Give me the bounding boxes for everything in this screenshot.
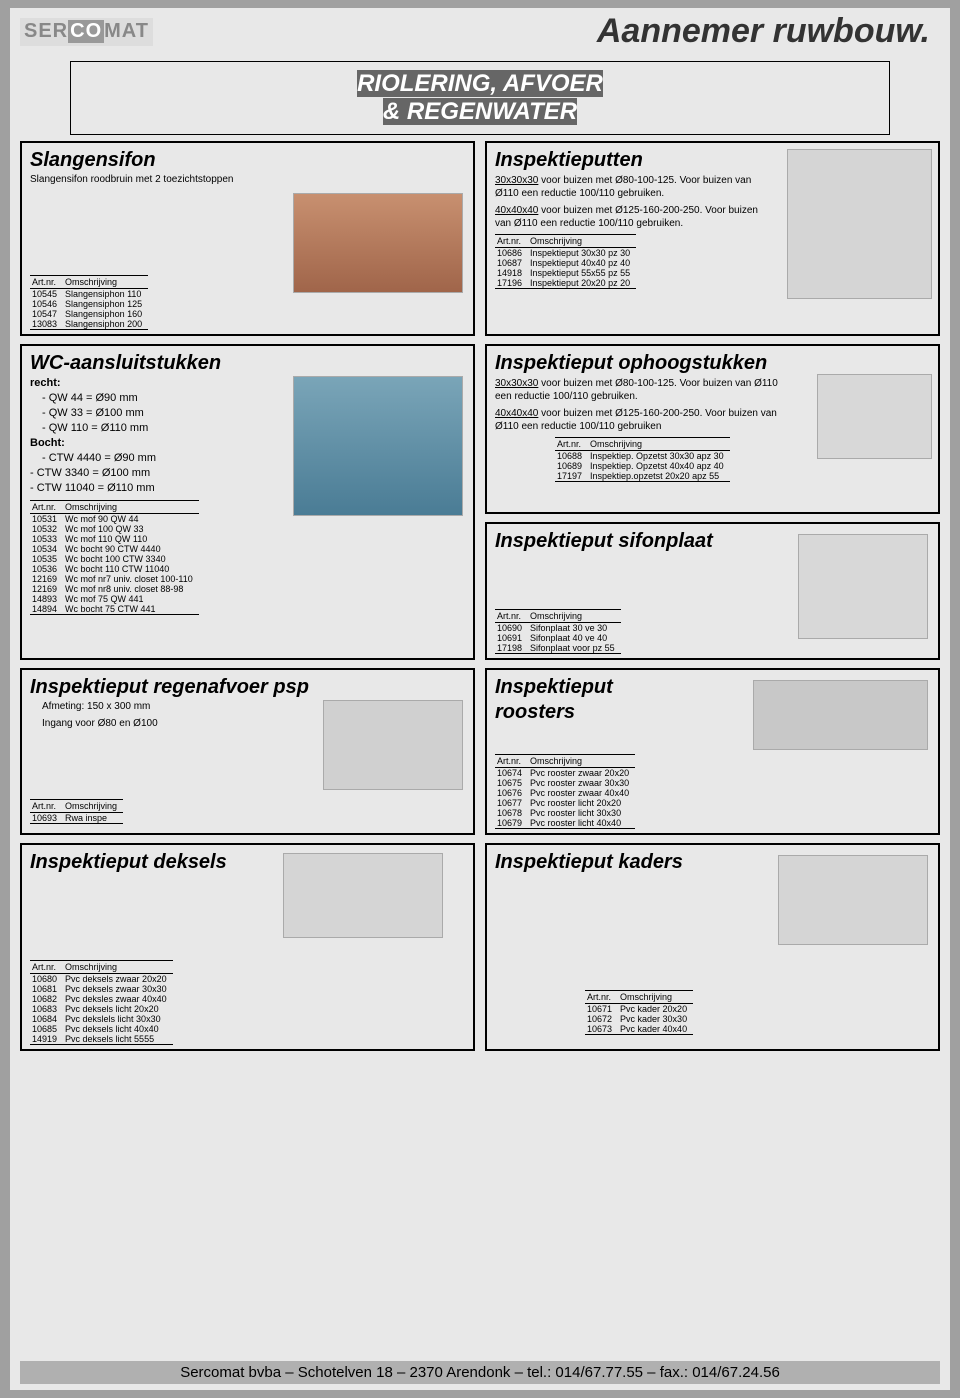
logo-part1: SER xyxy=(24,20,68,43)
header: SERCOMAT Aannemer ruwbouw. xyxy=(10,8,950,51)
table-row: 10681Pvc deksels zwaar 30x30 xyxy=(30,984,173,994)
footer: Sercomat bvba – Schotelven 18 – 2370 Are… xyxy=(20,1361,940,1384)
panel-sifonplaat: Inspektieput sifonplaat Art.nr.Omschrijv… xyxy=(485,522,940,660)
th-desc: Omschrijving xyxy=(63,276,148,289)
table-row: 10547Slangensiphon 160 xyxy=(30,309,148,319)
table-row: 10671Pvc kader 20x20 xyxy=(585,1004,693,1015)
wc-image xyxy=(293,376,463,516)
inspektieputten-image xyxy=(787,149,932,299)
regenafvoer-image xyxy=(323,700,463,790)
ophoog-desc1: 30x30x30 voor buizen met Ø80-100-125. Vo… xyxy=(495,377,791,403)
table-row: 10673Pvc kader 40x40 xyxy=(585,1024,693,1035)
table-row: 10685Pvc deksels licht 40x40 xyxy=(30,1024,173,1034)
roosters-image xyxy=(753,680,928,750)
table-row: 10683Pvc deksels licht 20x20 xyxy=(30,1004,173,1014)
table-row: 14894Wc bocht 75 CTW 441 xyxy=(30,604,199,615)
sifonplaat-image xyxy=(798,534,928,639)
table-row: 10535Wc bocht 100 CTW 3340 xyxy=(30,554,199,564)
table-row: 10676Pvc rooster zwaar 40x40 xyxy=(495,788,635,798)
sifonplaat-table: Art.nr.Omschrijving 10690Sifonplaat 30 v… xyxy=(495,609,621,654)
panel-wc: WC-aansluitstukken recht: - QW 44 = Ø90 … xyxy=(20,344,475,660)
inspektieputten-desc2: 40x40x40 voor buizen met Ø125-160-200-25… xyxy=(495,204,765,230)
section-title-line1: RIOLERING, AFVOER xyxy=(357,70,603,97)
panel-roosters: Inspektieput roosters Art.nr.Omschrijvin… xyxy=(485,668,940,835)
slangensifon-table: Art.nr.Omschrijving 10545Slangensiphon 1… xyxy=(30,275,148,330)
table-row: 10690Sifonplaat 30 ve 30 xyxy=(495,623,621,634)
table-row: 10674Pvc rooster zwaar 20x20 xyxy=(495,768,635,779)
table-row: 10689Inspektiep. Opzetst 40x40 apz 40 xyxy=(555,461,730,471)
logo-part3: MAT xyxy=(104,20,149,43)
table-row: 17197Inspektiep.opzetst 20x20 apz 55 xyxy=(555,471,730,482)
table-row: 17196Inspektieput 20x20 pz 20 xyxy=(495,278,636,289)
panel-inspektieputten: Inspektieputten 30x30x30 voor buizen met… xyxy=(485,141,940,336)
panel-ophoog: Inspektieput ophoogstukken 30x30x30 voor… xyxy=(485,344,940,514)
logo-part2: CO xyxy=(68,20,104,43)
table-row: 10677Pvc rooster licht 20x20 xyxy=(495,798,635,808)
table-row: 12169Wc mof nr8 univ. closet 88-98 xyxy=(30,584,199,594)
inspektieputten-desc1: 30x30x30 voor buizen met Ø80-100-125. Vo… xyxy=(495,174,765,200)
ophoog-table: Art.nr.Omschrijving 10688Inspektiep. Opz… xyxy=(555,437,730,482)
table-row: 10532Wc mof 100 QW 33 xyxy=(30,524,199,534)
table-row: 10691Sifonplaat 40 ve 40 xyxy=(495,633,621,643)
ophoog-image xyxy=(817,374,932,459)
inspektieputten-table: Art.nr.Omschrijving 10686Inspektieput 30… xyxy=(495,234,636,289)
slangensifon-title: Slangensifon xyxy=(30,149,465,172)
table-row: 10693Rwa inspe xyxy=(30,813,123,824)
regenafvoer-title: Inspektieput regenafvoer psp xyxy=(30,676,465,699)
table-row: 10672Pvc kader 30x30 xyxy=(585,1014,693,1024)
table-row: 10678Pvc rooster licht 30x30 xyxy=(495,808,635,818)
panel-regenafvoer: Inspektieput regenafvoer psp Afmeting: 1… xyxy=(20,668,475,835)
table-row: 10534Wc bocht 90 CTW 4440 xyxy=(30,544,199,554)
deksels-image xyxy=(283,853,443,938)
panel-kaders: Inspektieput kaders Art.nr.Omschrijving … xyxy=(485,843,940,1051)
ophoog-title: Inspektieput ophoogstukken xyxy=(495,352,930,375)
table-row: 13083Slangensiphon 200 xyxy=(30,319,148,330)
page: SERCOMAT Aannemer ruwbouw. RIOLERING, AF… xyxy=(10,8,950,1390)
table-row: 10531Wc mof 90 QW 44 xyxy=(30,514,199,525)
roosters-table: Art.nr.Omschrijving 10674Pvc rooster zwa… xyxy=(495,754,635,829)
table-row: 14918Inspektieput 55x55 pz 55 xyxy=(495,268,636,278)
th-artnr: Art.nr. xyxy=(30,276,63,289)
ophoog-desc2: 40x40x40 voor buizen met Ø125-160-200-25… xyxy=(495,407,791,433)
section-title-line2: & REGENWATER xyxy=(383,98,577,125)
kaders-image xyxy=(778,855,928,945)
table-row: 10682Pvc deksles zwaar 40x40 xyxy=(30,994,173,1004)
table-row: 10687Inspektieput 40x40 pz 40 xyxy=(495,258,636,268)
kaders-table: Art.nr.Omschrijving 10671Pvc kader 20x20… xyxy=(585,990,693,1035)
table-row: 10545Slangensiphon 110 xyxy=(30,289,148,300)
table-row: 14919Pvc deksels licht 5555 xyxy=(30,1034,173,1045)
table-row: 10688Inspektiep. Opzetst 30x30 apz 30 xyxy=(555,451,730,462)
table-row: 14893Wc mof 75 QW 441 xyxy=(30,594,199,604)
regenafvoer-table: Art.nr.Omschrijving 10693Rwa inspe xyxy=(30,799,123,824)
panel-deksels: Inspektieput deksels Art.nr.Omschrijving… xyxy=(20,843,475,1051)
slangensifon-sub: Slangensifon roodbruin met 2 toezichtsto… xyxy=(30,174,465,185)
content-grid: Slangensifon Slangensifon roodbruin met … xyxy=(10,135,950,1065)
table-row: 17198Sifonplaat voor pz 55 xyxy=(495,643,621,654)
page-title: Aannemer ruwbouw. xyxy=(153,12,940,51)
table-row: 12169Wc mof nr7 univ. closet 100-110 xyxy=(30,574,199,584)
table-row: 10686Inspektieput 30x30 pz 30 xyxy=(495,248,636,259)
table-row: 10533Wc mof 110 QW 110 xyxy=(30,534,199,544)
slangensifon-image xyxy=(293,193,463,293)
wc-table: Art.nr.Omschrijving 10531Wc mof 90 QW 44… xyxy=(30,500,199,615)
section-title: RIOLERING, AFVOER & REGENWATER xyxy=(70,61,890,135)
table-row: 10675Pvc rooster zwaar 30x30 xyxy=(495,778,635,788)
table-row: 10679Pvc rooster licht 40x40 xyxy=(495,818,635,829)
table-row: 10680Pvc deksels zwaar 20x20 xyxy=(30,974,173,985)
panel-slangensifon: Slangensifon Slangensifon roodbruin met … xyxy=(20,141,475,336)
logo: SERCOMAT xyxy=(20,18,153,46)
table-row: 10684Pvc dekslels licht 30x30 xyxy=(30,1014,173,1024)
table-row: 10546Slangensiphon 125 xyxy=(30,299,148,309)
table-row: 10536Wc bocht 110 CTW 11040 xyxy=(30,564,199,574)
wc-title: WC-aansluitstukken xyxy=(30,352,465,375)
deksels-table: Art.nr.Omschrijving 10680Pvc deksels zwa… xyxy=(30,960,173,1045)
